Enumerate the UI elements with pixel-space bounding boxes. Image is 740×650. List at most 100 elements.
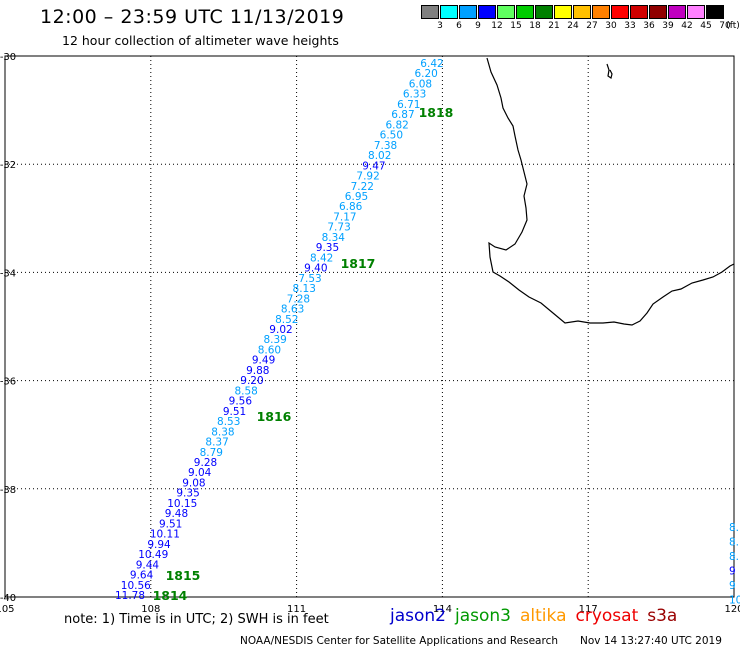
legend-swatch-36	[630, 5, 648, 19]
swh-value: 6.87	[391, 109, 414, 121]
legend-label-18: 18	[529, 21, 541, 31]
pass-number: 1817	[341, 256, 376, 271]
swh-value: 10.11	[150, 529, 180, 541]
swh-value: 11.78	[115, 590, 145, 602]
legend-label-42: 42	[681, 21, 693, 31]
legend-swatch-27	[573, 5, 591, 19]
swh-value: 9.35	[176, 488, 199, 500]
swh-value: 7.73	[327, 222, 350, 234]
swh-value: 6.33	[403, 89, 426, 101]
footer-note: note: 1) Time is in UTC; 2) SWH is in fe…	[64, 612, 329, 627]
lon-tick-label: 108	[141, 604, 160, 615]
swh-value: 8.34	[322, 232, 346, 244]
swh-value: 8.52	[275, 314, 298, 326]
graticule	[5, 56, 734, 597]
pass-labels: 1818 1817 1816 1815 1814	[153, 105, 454, 603]
swh-value: 9.64	[130, 570, 154, 582]
swh-value: 7.38	[374, 140, 397, 152]
legend-swatch-9	[459, 5, 477, 19]
edge-swh-value: 8.	[729, 522, 739, 534]
legend-swatch-39	[649, 5, 667, 19]
swh-value: 10.49	[138, 549, 168, 561]
credit-line: NOAA/NESDIS Center for Satellite Applica…	[240, 635, 722, 647]
swh-value: 9.51	[159, 518, 182, 530]
swh-value: 7.53	[298, 273, 321, 285]
edge-swh-value: 9	[729, 566, 736, 578]
swh-value: 8.39	[263, 334, 286, 346]
swh-value: 6.82	[385, 119, 408, 131]
tick-labels: 105 108 111 114 117 120 -30 -32 -34 -36 -38 -40	[0, 52, 740, 615]
swh-value: 6.42	[420, 58, 443, 70]
map-subtitle: 12 hour collection of altimeter wave hei…	[62, 33, 339, 48]
legend-swatch-6	[440, 5, 458, 19]
australia-coastline	[486, 57, 735, 326]
swh-value: 8.38	[211, 426, 234, 438]
pass-number: 1818	[419, 105, 454, 120]
legend-label-6: 6	[456, 21, 462, 31]
swh-value: 6.95	[345, 191, 368, 203]
swh-value: 8.13	[293, 283, 316, 295]
legend-label-3: 3	[437, 21, 443, 31]
edge-track-values: 8. 8. 8. 9 9 10	[729, 522, 740, 607]
swh-value: 8.63	[281, 304, 304, 316]
lat-tick-label: -30	[0, 52, 16, 63]
legend-label-15: 15	[510, 21, 522, 31]
lon-tick-label: 114	[433, 604, 452, 615]
edge-swh-value: 9	[729, 580, 736, 592]
legend-swatch-33	[611, 5, 629, 19]
swh-value: 9.48	[165, 508, 188, 520]
satellite-jason2: jason2	[390, 606, 446, 626]
swh-value: 6.20	[414, 68, 437, 80]
swh-value: 9.49	[252, 355, 275, 367]
legend-unit: (ft)	[726, 21, 740, 31]
legend-label-39: 39	[662, 21, 674, 31]
swh-value: 6.71	[397, 99, 420, 111]
lat-tick-label: -32	[0, 160, 16, 171]
swh-value: 9.51	[223, 406, 246, 418]
pass-number: 1816	[257, 409, 292, 424]
lon-tick-label: 117	[579, 604, 598, 615]
swh-value: 9.88	[246, 365, 269, 377]
edge-swh-value: 10	[729, 595, 740, 607]
lat-tick-label: -36	[0, 377, 16, 388]
satellite-cryosat: cryosat	[575, 606, 639, 626]
swh-value: 7.28	[287, 293, 310, 305]
edge-swh-value: 8.	[729, 537, 739, 549]
generation-timestamp: Nov 14 13:27:40 UTC 2019	[580, 635, 722, 647]
lon-tick-label: 105	[0, 604, 15, 615]
swh-value: 9.94	[147, 539, 171, 551]
lat-tick-label: -34	[0, 268, 16, 279]
credit-text: NOAA/NESDIS Center for Satellite Applica…	[240, 635, 558, 647]
legend-label-12: 12	[491, 21, 503, 31]
legend-label-33: 33	[624, 21, 636, 31]
swh-value: 8.02	[368, 150, 391, 162]
legend-label-27: 27	[586, 21, 598, 31]
swh-value: 9.28	[194, 457, 217, 469]
swh-value: 7.17	[333, 211, 356, 223]
swh-value: 9.40	[304, 263, 327, 275]
swh-value: 9.20	[240, 375, 263, 387]
legend-label-45: 45	[700, 21, 712, 31]
swh-value: 9.47	[362, 160, 385, 172]
swh-value: 7.22	[351, 181, 374, 193]
satellite-altika: altika	[520, 606, 567, 626]
lon-tick-label: 111	[287, 604, 306, 615]
lat-tick-label: -40	[0, 593, 16, 604]
legend-swatch-30	[592, 5, 610, 19]
legend-swatch-12	[478, 5, 496, 19]
swh-value: 8.58	[234, 385, 257, 397]
swh-value: 8.60	[258, 344, 281, 356]
swh-value: 9.04	[188, 467, 212, 479]
map-frame	[4, 55, 735, 598]
swh-value: 10.15	[167, 498, 197, 510]
satellite-key: jason2 jason3 altika cryosat s3a	[390, 606, 686, 626]
legend-label-24: 24	[567, 21, 579, 31]
legend-swatch-24	[554, 5, 572, 19]
swh-value: 9.44	[136, 559, 160, 571]
swh-value: 8.79	[200, 447, 223, 459]
swh-value: 6.50	[380, 130, 403, 142]
legend-label-21: 21	[548, 21, 560, 31]
lat-tick-label: -38	[0, 485, 16, 496]
legend-swatch-21	[535, 5, 553, 19]
swh-value: 9.02	[269, 324, 292, 336]
